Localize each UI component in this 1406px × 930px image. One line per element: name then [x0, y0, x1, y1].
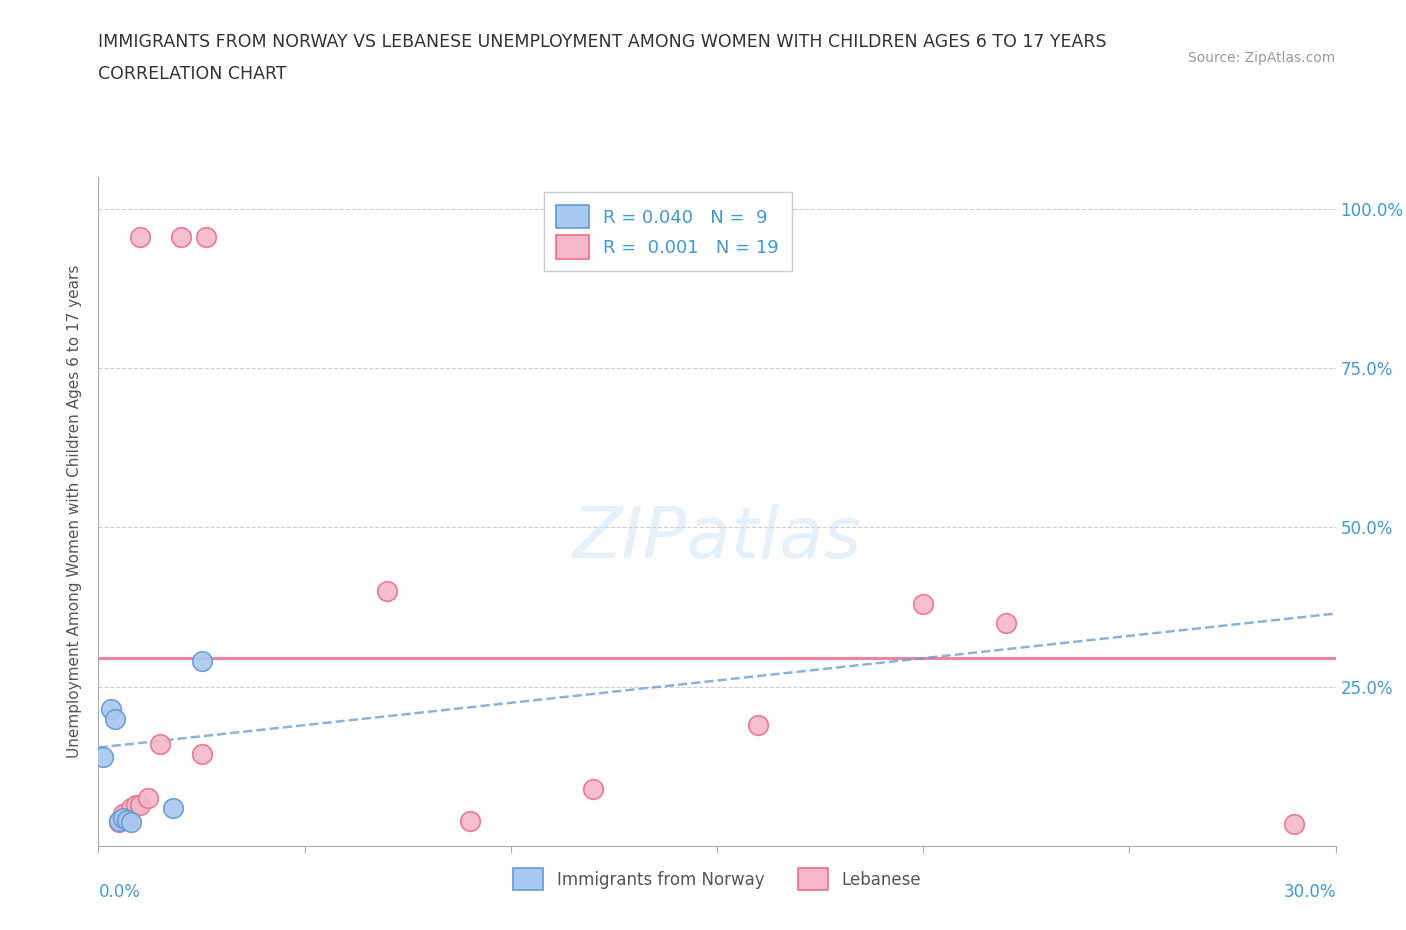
Point: [458, 814, 481, 829]
Point: [190, 747, 212, 762]
Point: [91, 750, 114, 764]
Point: [162, 801, 184, 816]
Text: IMMIGRANTS FROM NORWAY VS LEBANESE UNEMPLOYMENT AMONG WOMEN WITH CHILDREN AGES 6: IMMIGRANTS FROM NORWAY VS LEBANESE UNEMP…: [98, 33, 1107, 50]
Point: [994, 616, 1017, 631]
Point: [112, 810, 135, 825]
Text: 30.0%: 30.0%: [1284, 884, 1336, 901]
Point: [170, 230, 193, 245]
Point: [149, 737, 172, 751]
Point: [375, 584, 398, 599]
Text: 0.0%: 0.0%: [98, 884, 141, 901]
Point: [190, 654, 212, 669]
Text: ZIPatlas: ZIPatlas: [572, 504, 862, 573]
Point: [117, 812, 139, 827]
Point: [1284, 817, 1306, 831]
Point: [108, 814, 131, 829]
Legend: Immigrants from Norway, Lebanese: Immigrants from Norway, Lebanese: [502, 857, 932, 901]
Point: [194, 230, 217, 245]
Y-axis label: Unemployment Among Women with Children Ages 6 to 17 years: Unemployment Among Women with Children A…: [67, 265, 83, 758]
Point: [100, 702, 122, 717]
Text: CORRELATION CHART: CORRELATION CHART: [98, 65, 287, 83]
Point: [104, 711, 127, 726]
Point: [120, 801, 142, 816]
Text: Source: ZipAtlas.com: Source: ZipAtlas.com: [1188, 51, 1336, 65]
Point: [128, 797, 150, 812]
Point: [124, 797, 146, 812]
Point: [912, 596, 935, 611]
Point: [747, 718, 769, 733]
Point: [136, 791, 159, 806]
Point: [128, 230, 150, 245]
Point: [117, 810, 139, 825]
Point: [120, 815, 142, 830]
Point: [108, 815, 131, 830]
Point: [112, 807, 135, 822]
Point: [582, 781, 605, 796]
